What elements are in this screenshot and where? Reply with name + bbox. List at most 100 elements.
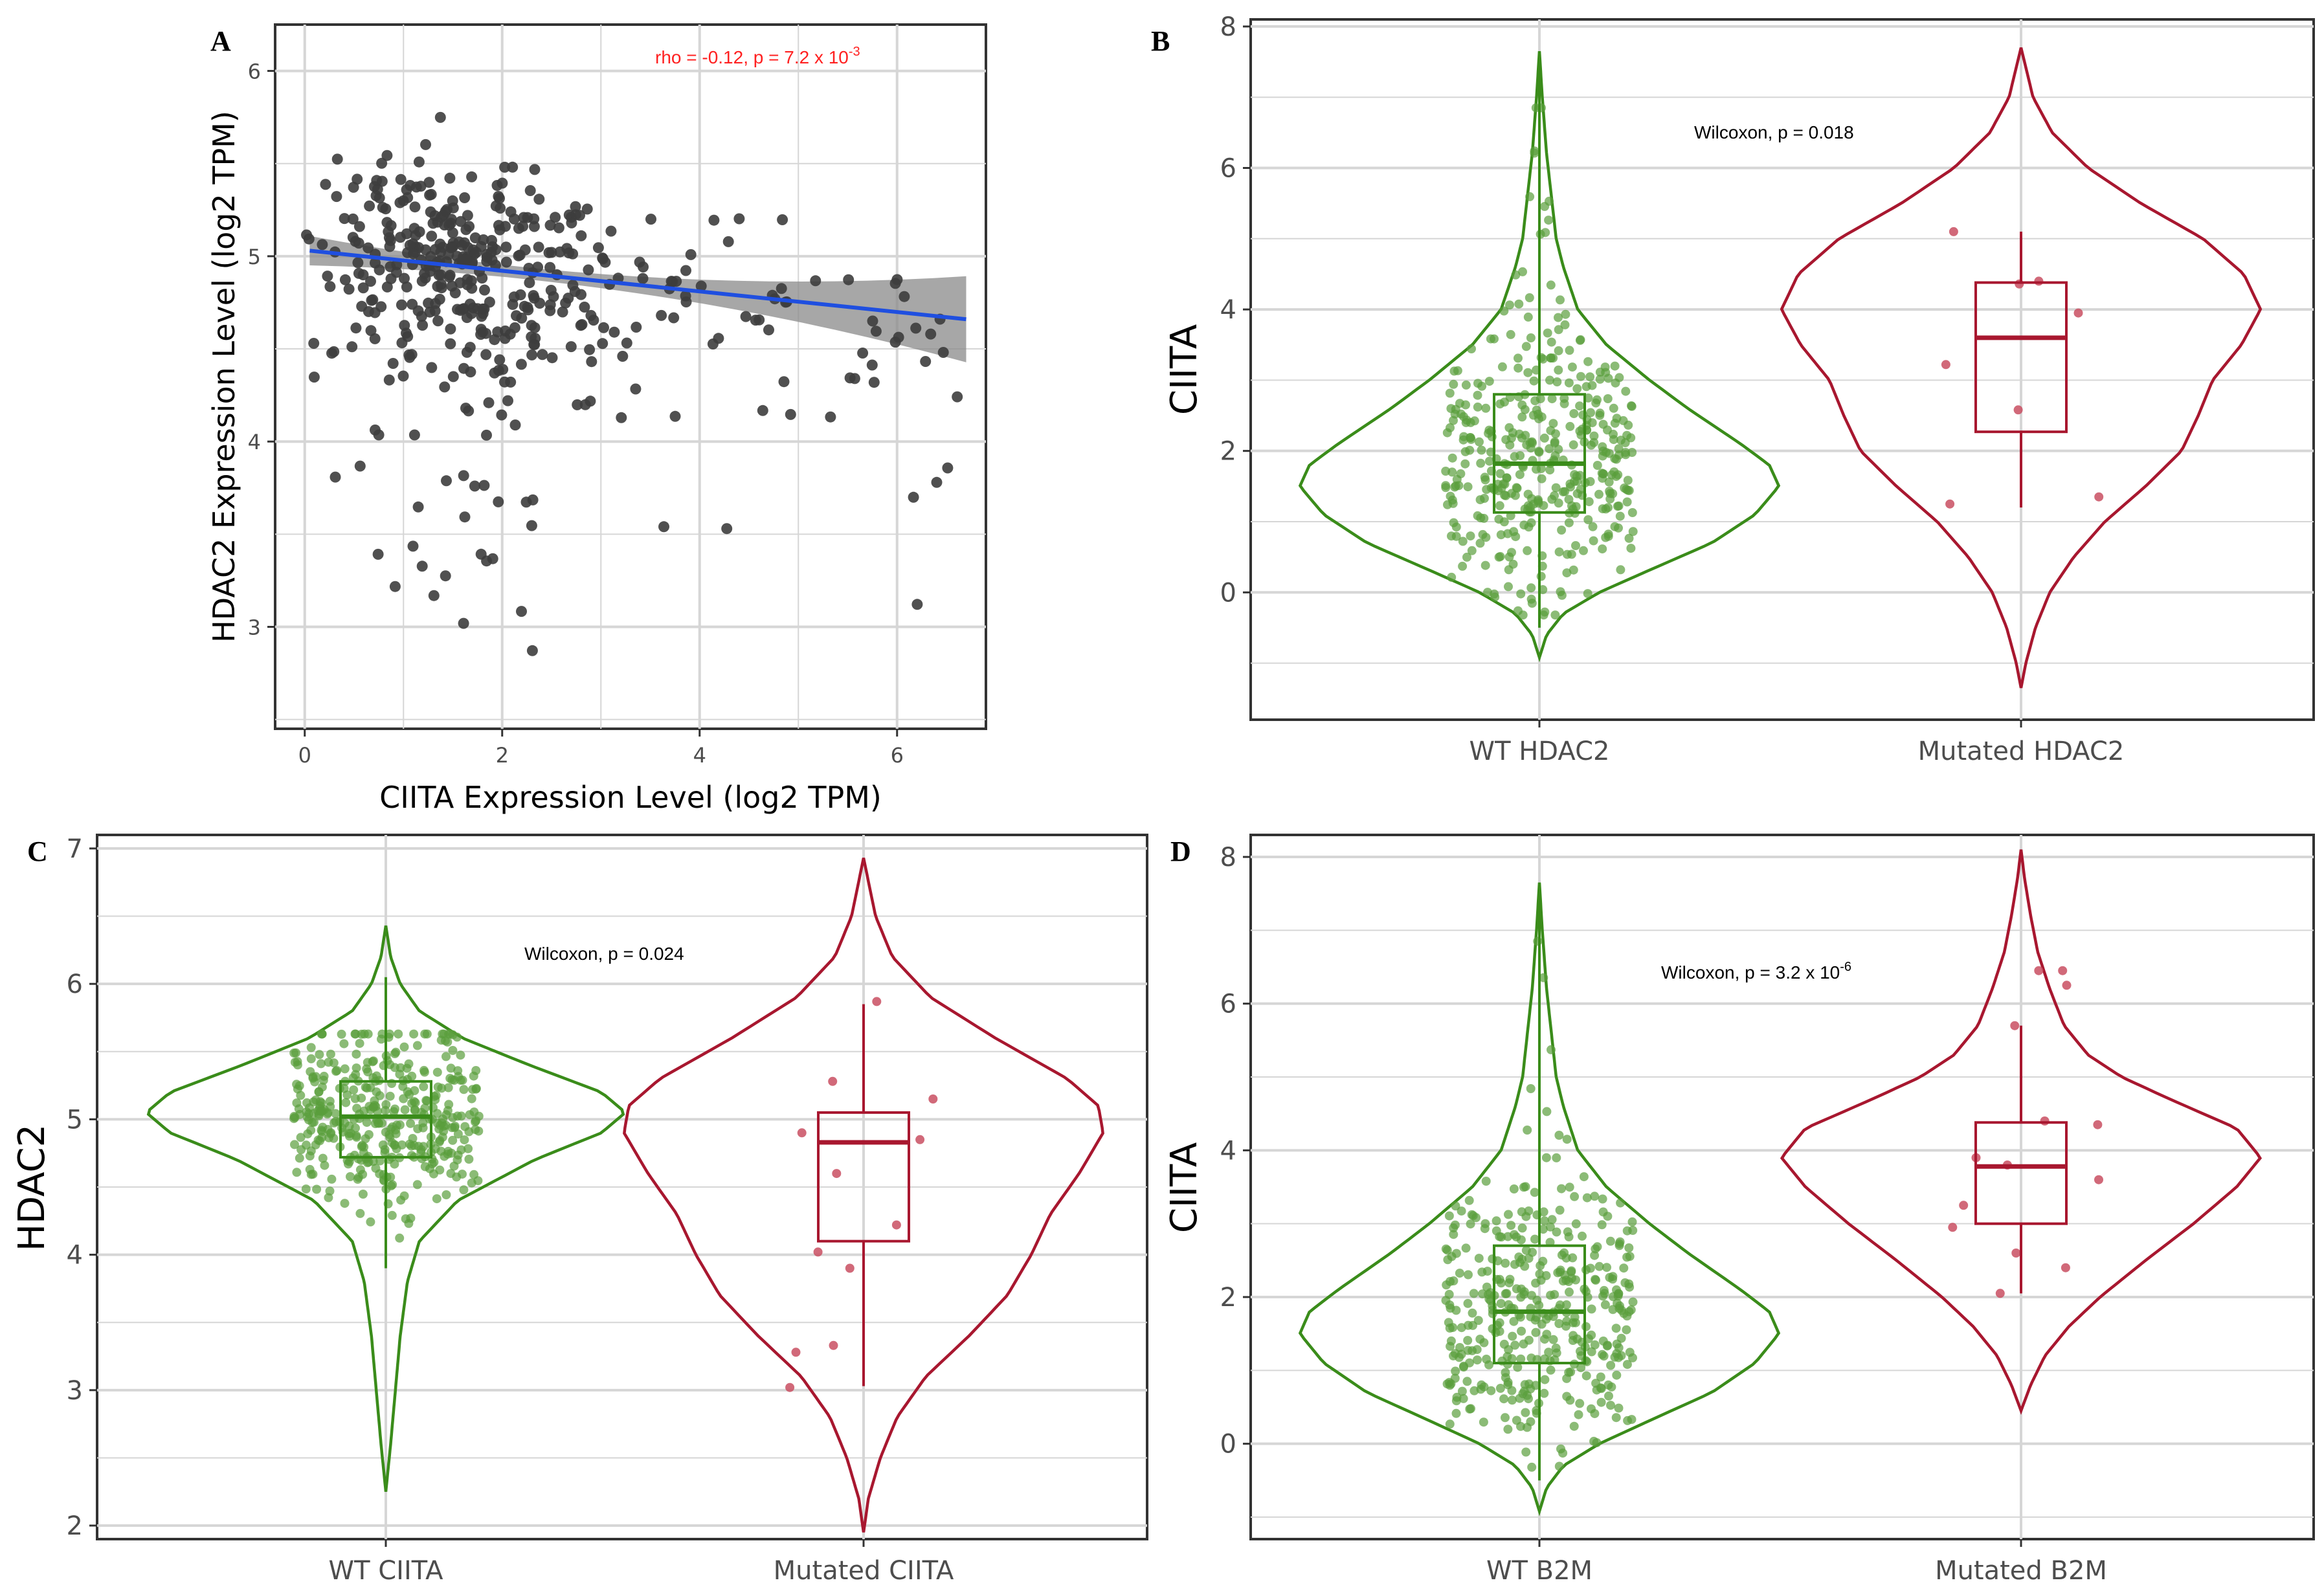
data-point-mutated: [1959, 1201, 1969, 1210]
scatter-point: [776, 283, 787, 294]
panel-d-y-axis-title: CIITA: [1163, 1142, 1205, 1233]
scatter-point: [365, 325, 377, 337]
scatter-point: [599, 256, 611, 268]
scatter-point: [925, 328, 937, 340]
data-point-wt: [1506, 1221, 1516, 1230]
scatter-point: [449, 287, 461, 298]
scatter-point: [466, 171, 478, 183]
data-point-wt: [1495, 469, 1505, 478]
scatter-point: [757, 405, 768, 416]
scatter-point: [499, 333, 511, 344]
scatter-point: [419, 268, 430, 280]
data-point-mutated: [1995, 1289, 2005, 1298]
x-tick-label: Mutated CIITA: [774, 1556, 954, 1586]
panel-b-boxes: [1493, 69, 2068, 628]
box-iqr: [1493, 393, 1586, 514]
data-point-wt: [1575, 427, 1585, 436]
scatter-point: [843, 274, 855, 285]
scatter-point: [404, 351, 416, 363]
data-point-wt: [1477, 1380, 1486, 1390]
data-point-wt: [1466, 531, 1475, 541]
data-point-wt: [1532, 464, 1541, 474]
data-point-wt: [1541, 1153, 1551, 1162]
scatter-point: [583, 264, 594, 276]
x-tick-label: Mutated B2M: [1935, 1556, 2107, 1586]
data-point-wt: [340, 1199, 350, 1208]
data-point-wt: [406, 1214, 416, 1223]
scatter-point: [544, 219, 556, 231]
y-tick-label: 6: [67, 970, 83, 999]
data-point-wt: [385, 1029, 394, 1039]
data-point-wt: [1585, 372, 1595, 382]
data-point-wt: [1565, 346, 1574, 355]
violin-wt: [146, 925, 625, 1493]
data-point-wt: [1565, 1287, 1574, 1297]
scatter-point: [356, 300, 368, 312]
data-point-wt: [1554, 1131, 1564, 1140]
data-point-wt: [1588, 522, 1598, 531]
scatter-point: [441, 475, 452, 487]
scatter-point: [889, 337, 901, 348]
panel-c-boxes: [339, 977, 910, 1386]
scatter-point: [497, 364, 509, 375]
data-point-wt: [1611, 1413, 1621, 1423]
data-point-wt: [1481, 533, 1491, 542]
data-point-wt: [1545, 444, 1554, 454]
data-point-wt: [1526, 518, 1536, 527]
data-point-wt: [1545, 375, 1554, 385]
scatter-point: [544, 261, 556, 273]
data-point-mutated: [915, 1135, 925, 1144]
data-point-wt: [1626, 433, 1636, 443]
data-point-wt: [430, 1144, 440, 1153]
scatter-point: [481, 256, 493, 267]
data-point-wt: [1480, 475, 1490, 485]
scatter-point: [572, 399, 583, 410]
data-point-wt: [459, 1185, 469, 1195]
data-point-wt: [1561, 1322, 1570, 1331]
panel-a-annotation: rho = -0.12, p = 7.2 x 10-3: [655, 45, 860, 67]
data-point-wt: [1599, 1351, 1609, 1361]
data-point-wt: [1557, 1184, 1566, 1193]
data-point-wt: [1547, 1045, 1556, 1054]
data-point-wt: [1587, 418, 1597, 428]
scatter-point: [493, 191, 504, 202]
data-point-wt: [378, 1140, 388, 1149]
data-point-wt: [1526, 333, 1536, 342]
data-point-wt: [355, 1165, 365, 1175]
data-point-wt: [1526, 1417, 1536, 1426]
data-point-wt: [420, 1029, 430, 1039]
data-point-wt: [324, 1058, 333, 1067]
panel-b-ticks: 0 2 4 6 8 WT HDAC2 Mutated HDAC2: [1220, 12, 2125, 766]
scatter-point: [480, 349, 492, 361]
data-point-wt: [1554, 365, 1563, 375]
scatter-point: [461, 312, 473, 324]
data-point-wt: [1445, 1419, 1455, 1429]
data-point-wt: [325, 1186, 335, 1196]
scatter-point: [308, 372, 320, 383]
panel-c-points: [289, 997, 938, 1392]
data-point-mutated: [813, 1247, 823, 1257]
y-tick-label: 2: [67, 1511, 83, 1541]
data-point-wt: [464, 1144, 473, 1153]
panel-b-violins: [1298, 47, 2263, 689]
data-point-wt: [425, 1164, 434, 1173]
data-point-wt: [1451, 1396, 1461, 1406]
data-point-wt: [1497, 362, 1507, 372]
data-point-wt: [317, 1126, 326, 1135]
data-point-wt: [1539, 973, 1548, 982]
scatter-point: [849, 373, 860, 384]
data-point-wt: [1504, 582, 1513, 592]
scatter-point: [546, 247, 557, 258]
data-point-wt: [296, 1091, 306, 1100]
scatter-point: [546, 352, 558, 364]
scatter-point: [825, 411, 836, 423]
scatter-point: [494, 354, 506, 366]
data-point-wt: [1478, 1289, 1488, 1299]
data-point-wt: [1538, 1225, 1548, 1234]
data-point-wt: [1550, 1290, 1559, 1300]
data-point-wt: [1468, 1211, 1478, 1221]
scatter-point: [353, 267, 364, 279]
data-point-wt: [1534, 1300, 1544, 1310]
data-point-wt: [448, 1046, 458, 1055]
scatter-point: [777, 214, 788, 225]
